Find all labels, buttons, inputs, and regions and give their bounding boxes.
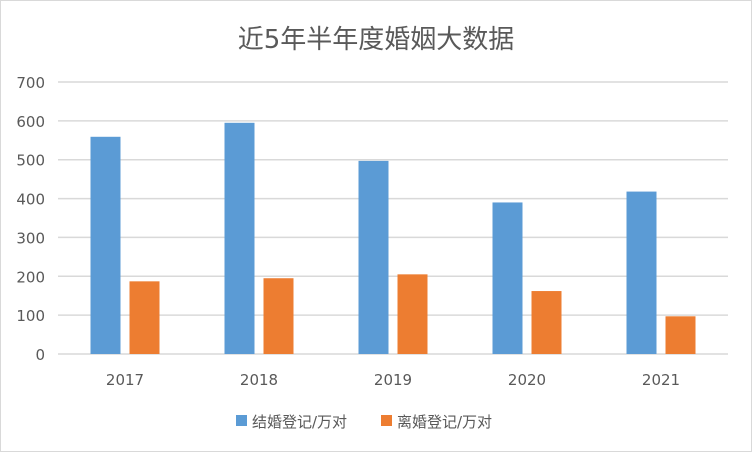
bar-divorce-2018 [263,278,294,354]
bar-marriage-2019 [358,160,389,354]
x-tick-label: 2019 [374,371,412,389]
y-tick-label: 200 [16,268,45,286]
bar-divorce-2020 [531,291,562,354]
x-tick-label: 2017 [106,371,144,389]
bar-divorce-2017 [129,281,160,354]
bar-marriage-2020 [492,202,523,354]
bar-divorce-2021 [665,316,696,354]
x-tick-label: 2018 [240,371,278,389]
x-tick-label: 2021 [642,371,680,389]
y-tick-label: 100 [16,307,45,325]
y-tick-label: 400 [16,191,45,209]
legend-swatch [236,415,247,426]
y-tick-label: 600 [16,113,45,131]
y-tick-label: 0 [35,346,45,364]
y-tick-label: 500 [16,152,45,170]
legend-swatch [381,415,392,426]
chart-title: 近5年半年度婚姻大数据 [238,25,515,55]
bar-marriage-2017 [90,136,121,354]
y-tick-label: 300 [16,229,45,247]
bar-marriage-2021 [626,191,657,354]
legend-label: 离婚登记/万对 [397,413,492,431]
bar-marriage-2018 [224,122,255,354]
x-tick-label: 2020 [508,371,546,389]
bar-divorce-2019 [397,274,428,354]
y-tick-label: 700 [16,74,45,92]
legend-label: 结婚登记/万对 [252,413,347,431]
